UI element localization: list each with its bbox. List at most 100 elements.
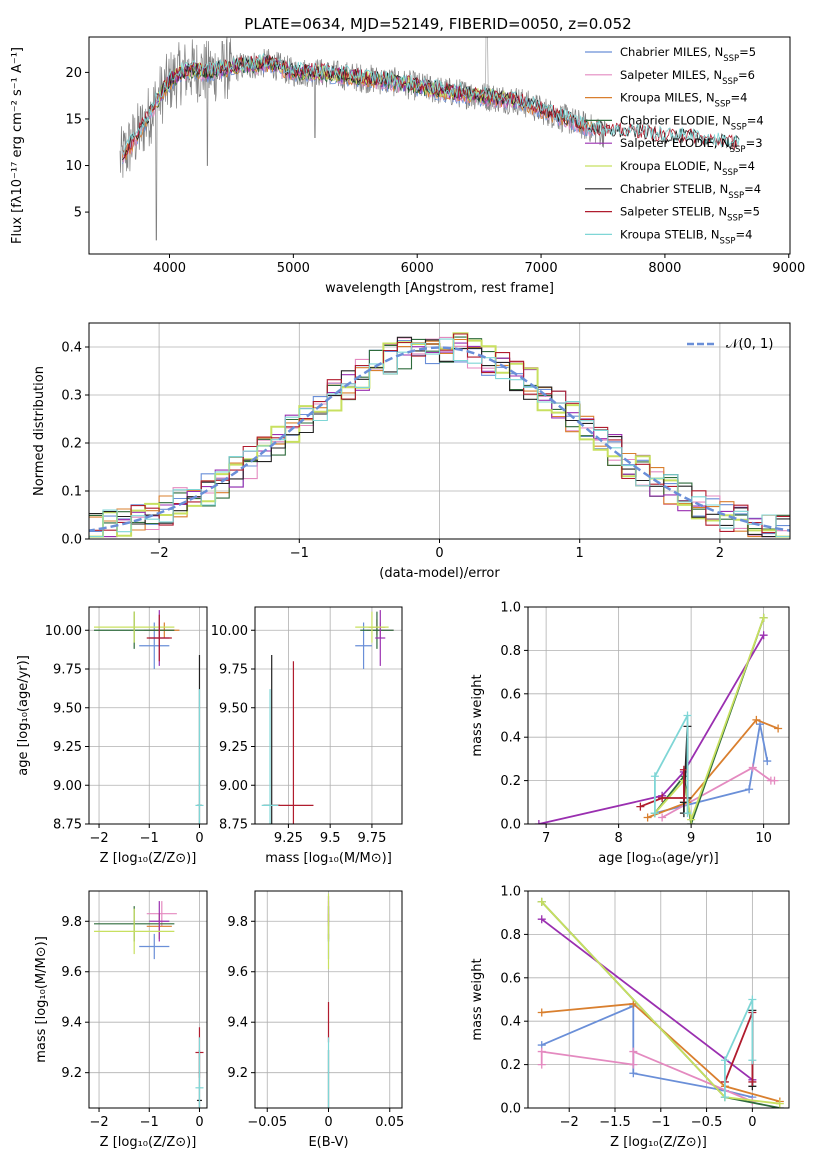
weight-line-chab_elodie: [654, 617, 765, 824]
x-tick-label: 0: [748, 1115, 756, 1130]
axes-frame: [88, 36, 791, 255]
data-layer: [94, 610, 204, 824]
spectrum-legend: Chabrier MILES, NSSP=5 Salpeter MILES, NS…: [585, 45, 764, 246]
legend-value: =6: [738, 68, 755, 82]
x-axis-label: E(B-V): [308, 1135, 348, 1150]
y-tick-label: 15: [65, 112, 82, 127]
weight-marker-krou_stelib: [748, 1056, 757, 1065]
x-tick-label: 5000: [277, 261, 310, 276]
weight-marker-krou_elodie: [537, 897, 546, 906]
x-axis-label: Z [log₁₀(Z/Z⊙)]: [610, 1135, 707, 1150]
y-tick-label: 0.0: [500, 818, 521, 833]
x-tick-label: 0: [195, 831, 203, 846]
legend-value: =4: [738, 159, 755, 173]
axes-frame: [88, 890, 208, 1109]
x-tick-label: 10: [755, 831, 772, 846]
y-tick-label: 0.4: [500, 731, 521, 746]
x-tick-label: −1: [140, 831, 159, 846]
y-tick-label: 9.8: [61, 915, 82, 930]
weight-marker-salp_miles: [537, 1047, 546, 1056]
x-tick-label: 8: [614, 831, 622, 846]
y-tick-label: 9.6: [227, 965, 248, 980]
panel-residuals: −2 −1 0 1 2 0.0 0.1 0.2 0.3 0.4 (data-model)/error…: [32, 322, 791, 581]
x-tick-label: 7: [542, 831, 550, 846]
legend-subscript: SSP: [722, 77, 738, 87]
legend-value: =4: [744, 182, 761, 196]
model-spectrum-salp_stelib: [122, 54, 740, 159]
weight-marker-krou_miles: [752, 715, 761, 724]
legend-entry-salp_elodie: Salpeter ELODIE, NSSP=3: [620, 136, 763, 155]
y-tick-label: 0.1: [61, 485, 82, 500]
y-axis-label: mass weight: [470, 674, 485, 756]
y-tick-label: 9.2: [61, 1066, 82, 1081]
x-tick-label: 0: [324, 1115, 332, 1130]
weight-marker-krou_miles: [774, 724, 783, 733]
panel-mass_vs_Z: −2 −1 0 9.2 9.4 9.6 9.8 Z [log₁₀(Z/Z⊙)] mass [lo…: [34, 890, 208, 1150]
axes-frame: [254, 606, 403, 825]
y-tick-label: 0.3: [61, 389, 82, 404]
weight-line-krou_stelib: [724, 999, 754, 1098]
legend-value: =5: [739, 45, 756, 59]
weight-marker-salp_miles: [748, 763, 757, 772]
legend-entry-krou_stelib: Kroupa STELIB, NSSP=4: [620, 227, 752, 246]
y-tick-label: 0.6: [500, 687, 521, 702]
panel-weight_vs_Z: −2 −1.5 −1 −0.5 0 0.0 0.2 0.4 0.6 0.8 1.0 Z [log₁₀(…: [470, 885, 790, 1150]
weight-marker-salp_stelib: [748, 1077, 757, 1086]
legend-entry-chab_miles: Chabrier MILES, NSSP=5: [620, 45, 756, 64]
emission-line: [484, 37, 489, 101]
weight-marker-chab_miles: [763, 757, 772, 766]
weight-line-chab_miles: [654, 724, 769, 814]
weight-line-salp_stelib: [724, 1012, 754, 1083]
y-tick-label: 9.75: [53, 663, 82, 678]
weight-marker-salp_stelib: [679, 765, 688, 774]
gauss-legend-label: 𝒩(0, 1): [726, 337, 773, 352]
y-tick-label: 9.4: [227, 1016, 248, 1031]
weight-marker-salp_elodie: [759, 631, 768, 640]
weight-marker-salp_miles: [537, 1060, 546, 1069]
x-tick-label: 2: [716, 546, 724, 561]
legend-subscript: SSP: [730, 145, 746, 155]
weight-marker-salp_stelib: [658, 793, 667, 802]
axes-frame: [527, 890, 790, 1109]
y-tick-label: 0.8: [500, 928, 521, 943]
y-tick-label: 0.6: [500, 971, 521, 986]
x-tick-label: −1.5: [599, 1115, 631, 1130]
observed-spectrum: [119, 37, 606, 241]
y-tick-label: 9.25: [53, 740, 82, 755]
y-tick-label: 9.4: [61, 1016, 82, 1031]
y-tick-label: 20: [65, 66, 82, 81]
axes-frame: [527, 606, 790, 825]
panel-age_vs_Z: −2 −1 0 8.75 9.00 9.25 9.50 9.75 10.00 Z [log₁₀(Z…: [16, 606, 208, 866]
weight-marker-salp_stelib: [636, 802, 645, 811]
data-layer: [534, 613, 783, 824]
data-layer: [119, 37, 740, 241]
x-tick-label: −2: [560, 1115, 579, 1130]
y-tick-label: 8.75: [219, 818, 248, 833]
panel-weight_vs_age: 7 8 9 10 0.0 0.2 0.4 0.6 0.8 1.0 age [log₁₀(age/yr…: [470, 601, 790, 866]
y-tick-label: 9.50: [219, 701, 248, 716]
legend-value: =4: [730, 91, 747, 105]
weight-line-krou_miles: [541, 1002, 781, 1103]
x-tick-label: 9.25: [274, 831, 303, 846]
gaussian-curve: [89, 346, 790, 532]
weight-marker-krou_stelib: [683, 809, 692, 818]
weight-line-salp_elodie: [538, 634, 765, 824]
weight-marker-krou_stelib: [748, 995, 757, 1004]
x-tick-label: −1: [651, 1115, 670, 1130]
x-tick-label: −1: [290, 546, 309, 561]
y-tick-label: 9.25: [219, 740, 248, 755]
weight-marker-salp_miles: [770, 776, 779, 785]
x-tick-label: 4000: [153, 261, 186, 276]
x-tick-label: 8000: [648, 261, 681, 276]
figure-title: PLATE=0634, MJD=52149, FIBERID=0050, z=0…: [244, 15, 631, 33]
legend-value: =4: [735, 227, 752, 241]
weight-marker-chab_miles: [629, 1069, 638, 1078]
y-axis-label: mass [log₁₀(M/M⊙)]: [34, 936, 49, 1063]
legend-entry-salp_miles: Salpeter MILES, NSSP=6: [620, 68, 755, 87]
x-tick-label: 9.75: [357, 831, 386, 846]
histogram-chab_miles: [89, 339, 790, 535]
y-tick-label: 0.4: [500, 1015, 521, 1030]
y-tick-label: 9.6: [61, 965, 82, 980]
panel-age_vs_mass: 9.25 9.5 9.75 8.75 9.00 9.25 9.50 9.75 10.00 mass…: [211, 606, 403, 866]
